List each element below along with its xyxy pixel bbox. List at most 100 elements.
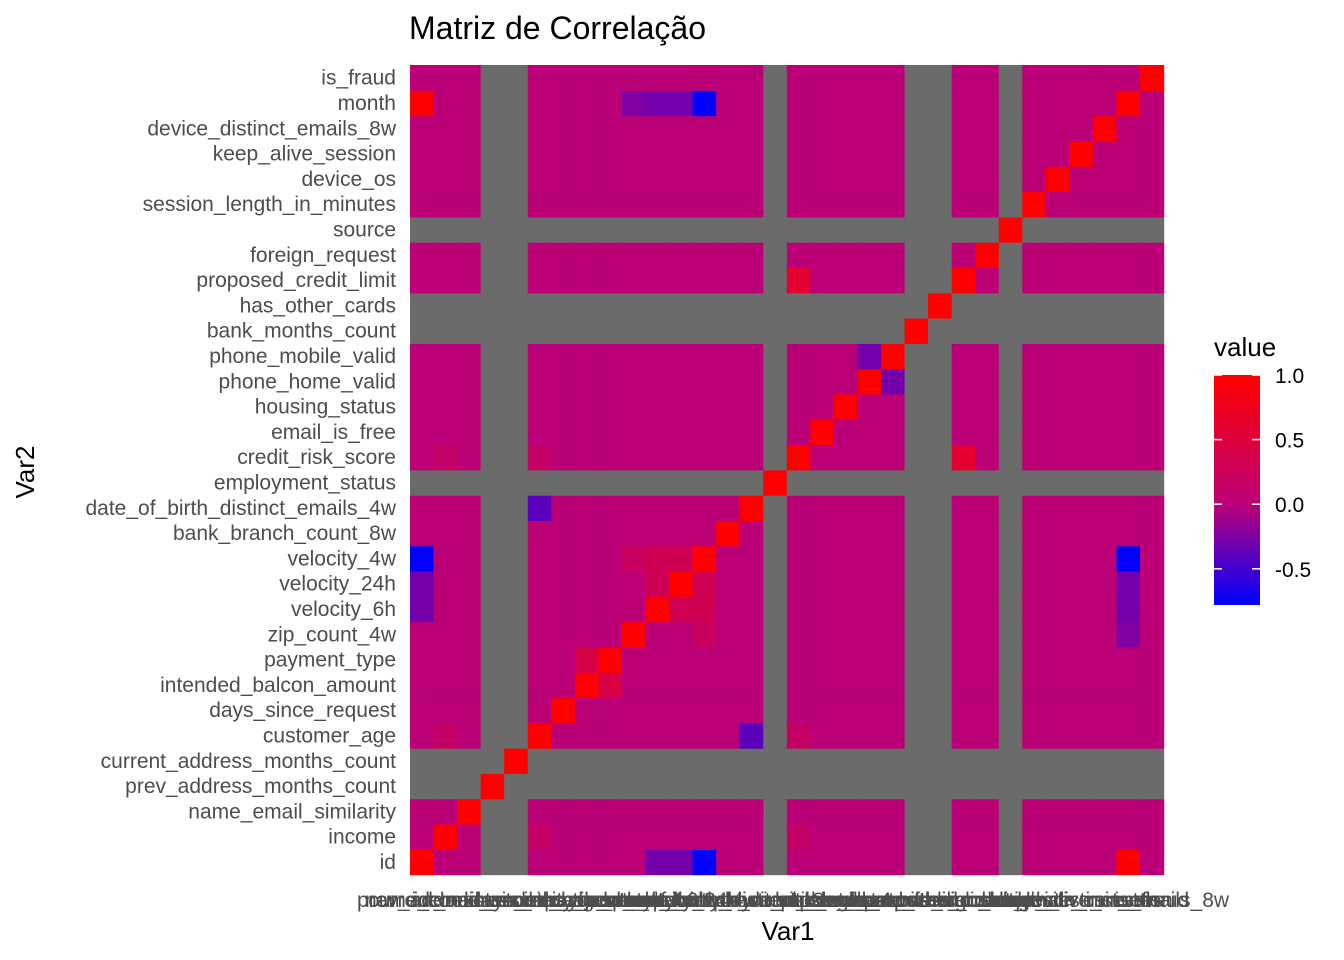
heatmap-cell — [692, 798, 717, 825]
heatmap-cell — [928, 596, 953, 623]
heatmap-cell — [786, 469, 811, 496]
heatmap-cell — [669, 697, 694, 724]
heatmap-cell — [904, 368, 929, 395]
heatmap-cell — [551, 748, 576, 774]
heatmap-cell — [692, 444, 717, 471]
heatmap-cell — [998, 267, 1023, 294]
heatmap-cell — [881, 419, 906, 446]
heatmap-cell — [928, 343, 953, 370]
heatmap-cell — [551, 393, 576, 420]
heatmap-cell — [433, 393, 458, 420]
heatmap-cell — [598, 469, 623, 496]
heatmap-cell — [551, 166, 576, 193]
legend-title: value — [1214, 332, 1276, 362]
heatmap-cell — [598, 65, 623, 91]
heatmap-cell — [904, 216, 929, 243]
heatmap-cell — [1022, 646, 1047, 673]
heatmap-cell — [904, 65, 929, 91]
heatmap-cell — [951, 520, 976, 547]
heatmap-cell — [527, 444, 552, 471]
heatmap-cell — [574, 216, 599, 243]
heatmap-cell — [1045, 191, 1070, 218]
heatmap-cell — [1140, 90, 1165, 117]
heatmap-cell — [833, 368, 859, 395]
heatmap-cell — [410, 419, 435, 446]
heatmap-cell — [833, 798, 859, 825]
heatmap-cell — [1022, 267, 1047, 294]
heatmap-cell — [881, 166, 906, 193]
heatmap-cell — [716, 697, 741, 724]
heatmap-cell — [975, 798, 1000, 825]
heatmap-cell — [739, 773, 764, 800]
heatmap-cell — [881, 368, 906, 395]
heatmap-cell — [1116, 166, 1141, 193]
heatmap-cell — [998, 469, 1023, 496]
heatmap-cell — [551, 318, 576, 344]
heatmap-cell — [786, 824, 811, 850]
heatmap-cell — [457, 469, 482, 496]
heatmap-cell — [1069, 748, 1094, 774]
heatmap-cell — [786, 596, 811, 623]
heatmap-cell — [1069, 824, 1094, 850]
heatmap-cell — [857, 849, 882, 876]
heatmap-cell — [621, 646, 647, 673]
heatmap-cell — [574, 393, 599, 420]
heatmap-cell — [786, 419, 811, 446]
heatmap-cell — [928, 419, 953, 446]
heatmap-cell — [975, 393, 1000, 420]
heatmap-cell — [457, 216, 482, 243]
heatmap-cell — [527, 115, 552, 142]
heatmap-cell — [598, 773, 623, 800]
heatmap-cell — [1092, 798, 1118, 825]
heatmap-cell — [621, 596, 647, 623]
heatmap-cell — [951, 672, 976, 699]
x-axis-title: Var1 — [762, 916, 815, 946]
heatmap-cell — [480, 419, 505, 446]
heatmap-cell — [598, 318, 623, 344]
heatmap-cell — [975, 444, 1000, 471]
heatmap-cell — [457, 672, 482, 699]
heatmap-cell — [833, 318, 859, 344]
x-tick-label: bank_branch_count_8w — [616, 889, 840, 912]
heatmap-cell — [433, 191, 458, 218]
heatmap-cell — [739, 469, 764, 496]
heatmap-cell — [975, 191, 1000, 218]
heatmap-cell — [975, 343, 1000, 370]
heatmap-cell — [669, 672, 694, 699]
heatmap-cell — [457, 621, 482, 648]
heatmap-cell — [975, 672, 1000, 699]
heatmap-cell — [1092, 722, 1118, 749]
heatmap-cell — [881, 216, 906, 243]
heatmap-cell — [457, 242, 482, 268]
heatmap-cell — [480, 722, 505, 749]
heatmap-cell — [739, 748, 764, 774]
heatmap-cell — [1069, 393, 1094, 420]
heatmap-cell — [904, 773, 929, 800]
heatmap-cell — [763, 545, 788, 572]
heatmap-cell — [951, 722, 976, 749]
heatmap-cell — [645, 166, 670, 193]
heatmap-cell — [881, 646, 906, 673]
heatmap-cell — [1116, 495, 1141, 521]
heatmap-cell — [975, 140, 1000, 167]
heatmap-cell — [904, 621, 929, 648]
heatmap-cell — [574, 90, 599, 117]
heatmap-cell — [928, 140, 953, 167]
heatmap-cell — [998, 140, 1023, 167]
heatmap-cell — [716, 166, 741, 193]
heatmap-cell — [574, 722, 599, 749]
x-tick-label: current_address_months_count — [368, 889, 664, 912]
heatmap-cell — [810, 115, 835, 142]
heatmap-cell — [1140, 343, 1165, 370]
heatmap-cell — [975, 849, 1000, 876]
heatmap-cell — [716, 216, 741, 243]
heatmap-cell — [504, 318, 529, 344]
heatmap-cell — [574, 318, 599, 344]
heatmap-cell — [810, 393, 835, 420]
heatmap-cell — [881, 469, 906, 496]
heatmap-cell — [504, 292, 529, 319]
heatmap-cell — [527, 646, 552, 673]
heatmap-cell — [527, 849, 552, 876]
heatmap-cell — [504, 393, 529, 420]
heatmap-cell — [645, 318, 670, 344]
